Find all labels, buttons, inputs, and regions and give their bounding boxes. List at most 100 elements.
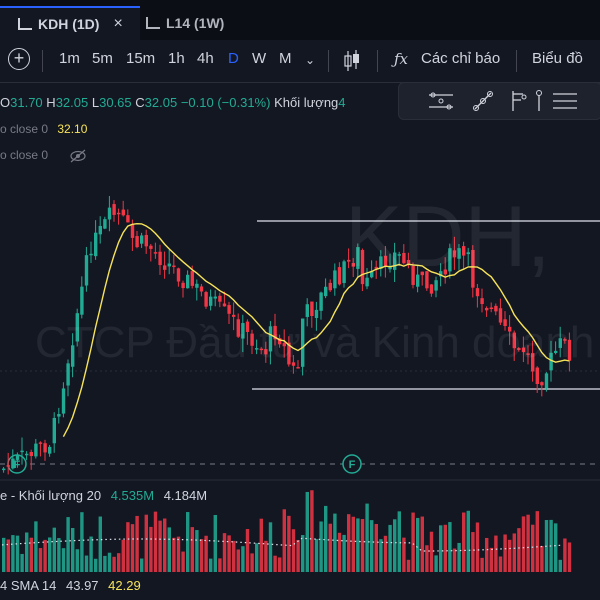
- volume-bar: [135, 515, 139, 572]
- more-tools-icon[interactable]: [551, 89, 579, 113]
- indicator-row-1[interactable]: o close 0 32.10: [0, 122, 87, 136]
- volume-bar: [84, 555, 89, 572]
- interval-15m[interactable]: 15m: [126, 50, 156, 67]
- volume-bar: [554, 523, 558, 572]
- volume-bar: [255, 543, 259, 572]
- interval-w[interactable]: W: [252, 50, 267, 67]
- volume-bar: [342, 534, 346, 572]
- eye-hidden-icon[interactable]: [69, 149, 87, 163]
- candle-body: [140, 235, 144, 244]
- volume-bar: [475, 522, 480, 572]
- candle-body: [25, 453, 29, 456]
- volume-bar: [485, 537, 489, 572]
- candle-body: [94, 232, 98, 257]
- close-icon[interactable]: ×: [113, 15, 123, 32]
- candle-body: [466, 252, 470, 255]
- volume-bar: [489, 547, 493, 572]
- interval-5m[interactable]: 5m: [92, 50, 113, 67]
- volume-bar: [429, 531, 434, 572]
- volume-bar: [360, 519, 365, 572]
- volume-bar: [356, 518, 360, 572]
- volume-bar: [204, 535, 208, 572]
- indicator-value: 32.10: [57, 122, 88, 136]
- volume-bar: [319, 521, 323, 572]
- indicator-row-2[interactable]: o close 0: [0, 148, 87, 163]
- interval-d[interactable]: D: [228, 50, 239, 67]
- candle-body: [103, 219, 107, 229]
- candles-icon: [146, 17, 160, 29]
- close-value: 32.05: [144, 95, 178, 110]
- candle-body: [89, 253, 93, 256]
- volume-bar: [420, 516, 424, 572]
- candle-body: [512, 332, 516, 349]
- volume-bar: [222, 533, 227, 572]
- volume-bar: [508, 539, 512, 572]
- candle-body: [485, 307, 489, 311]
- volume-bar: [38, 548, 43, 572]
- candle-body: [544, 373, 549, 389]
- chart-layout-button[interactable]: Biểu đồ: [532, 50, 583, 67]
- volume-bar: [540, 546, 544, 572]
- candle-body: [333, 270, 337, 289]
- volume-bar: [130, 524, 135, 572]
- volume-bar: [347, 514, 351, 572]
- candle-body: [434, 280, 438, 291]
- volume-bar: [452, 548, 457, 572]
- volume-bar: [268, 522, 273, 572]
- volume-bar: [80, 512, 84, 572]
- volume-bar: [531, 524, 535, 572]
- candle-body: [130, 224, 135, 238]
- candle-body: [227, 305, 231, 314]
- candle-body: [278, 338, 282, 345]
- candle-body: [2, 468, 6, 471]
- volume-bar: [6, 539, 10, 572]
- interval-1m[interactable]: 1m: [59, 50, 80, 67]
- volume-bar: [457, 542, 461, 572]
- close-label: C: [135, 95, 145, 110]
- candle-body: [429, 284, 434, 294]
- tab-l14[interactable]: L14 (1W): [146, 6, 224, 40]
- candle-body: [540, 382, 544, 386]
- parallel-channel-icon[interactable]: [427, 89, 455, 113]
- low-value: 30.65: [99, 95, 132, 110]
- candle-body: [549, 352, 553, 371]
- candle-body: [388, 266, 392, 270]
- candle-body: [498, 308, 503, 323]
- candle-body: [337, 267, 342, 285]
- volume-bar: [163, 518, 167, 572]
- sma-value-2: 42.29: [108, 578, 141, 593]
- trend-line-icon[interactable]: [471, 89, 495, 113]
- volume-bar: [195, 530, 199, 572]
- indicators-button[interactable]: Các chỉ báo: [421, 50, 501, 67]
- candle-body: [494, 305, 498, 312]
- tab-kdh[interactable]: KDH (1D) ×: [0, 6, 140, 40]
- volume-bar: [121, 539, 125, 572]
- candle-body: [144, 234, 148, 247]
- volume-bar: [333, 513, 337, 572]
- candle-body: [457, 248, 461, 259]
- fib-icon[interactable]: [507, 89, 529, 113]
- volume-bar: [521, 516, 526, 572]
- volume-bar: [140, 558, 144, 572]
- interval-1h[interactable]: 1h: [168, 50, 185, 67]
- volume-bar: [466, 510, 470, 572]
- chevron-down-icon[interactable]: ⌄: [305, 53, 316, 67]
- measure-icon[interactable]: [533, 89, 545, 113]
- volume-bar: [365, 503, 369, 572]
- interval-m[interactable]: M: [279, 50, 292, 67]
- candle-body: [264, 349, 268, 355]
- volume-bar: [374, 524, 378, 572]
- volume-bar: [232, 540, 236, 572]
- candle-body: [6, 465, 10, 467]
- indicators-fx-icon[interactable]: ƒx: [394, 50, 409, 68]
- add-symbol-icon[interactable]: +: [8, 48, 30, 70]
- candle-body: [310, 301, 314, 316]
- volume-bar: [480, 557, 484, 572]
- candle-body: [158, 251, 162, 266]
- interval-4h[interactable]: 4h: [197, 50, 214, 67]
- volume-bar: [29, 537, 33, 572]
- volume-bar: [535, 511, 539, 572]
- candlestick-type-icon[interactable]: [343, 49, 361, 73]
- volume-bar: [117, 553, 121, 572]
